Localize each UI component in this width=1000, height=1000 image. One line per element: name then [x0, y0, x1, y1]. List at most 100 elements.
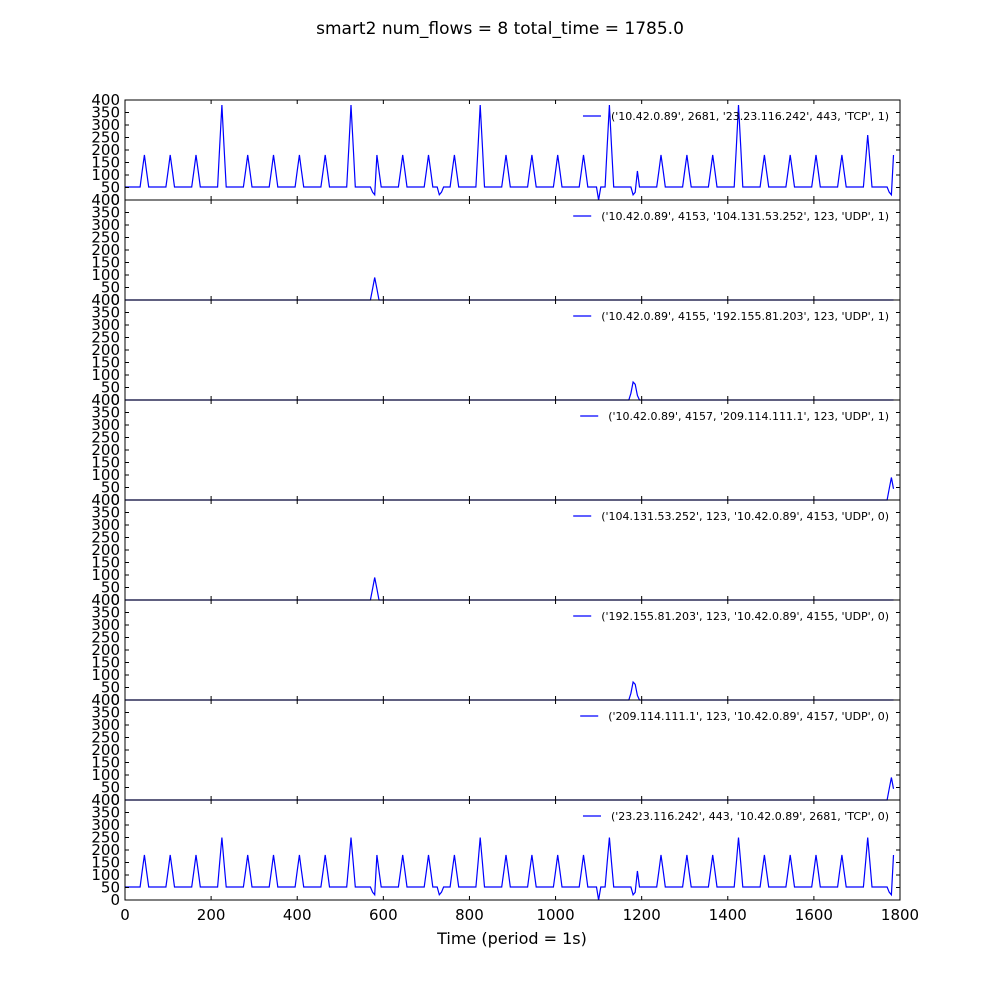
series-line [125, 380, 894, 401]
y-tick-label: 150 [91, 154, 120, 172]
y-tick-label: 200 [91, 641, 120, 659]
series-line [125, 577, 894, 601]
y-tick-label: 300 [91, 616, 120, 634]
y-tick-label: 350 [91, 404, 120, 422]
y-tick-label: 250 [91, 529, 120, 547]
y-tick-label: 100 [91, 266, 120, 284]
x-tick-label: 200 [197, 906, 226, 924]
y-tick-label: 250 [91, 229, 120, 247]
y-tick-label: 0 [110, 891, 120, 909]
y-tick-label: 250 [91, 129, 120, 147]
y-tick-label: 200 [91, 141, 120, 159]
y-tick-label: 100 [91, 866, 120, 884]
y-tick-label: 400 [91, 591, 120, 609]
y-tick-label: 50 [101, 479, 120, 497]
y-tick-label: 350 [91, 104, 120, 122]
y-tick-label: 300 [91, 716, 120, 734]
x-tick-label: 800 [455, 906, 484, 924]
x-axis-label: Time (period = 1s) [436, 929, 587, 948]
y-tick-label: 250 [91, 829, 120, 847]
x-tick-label: 600 [369, 906, 398, 924]
y-tick-label: 350 [91, 604, 120, 622]
y-tick-label: 100 [91, 466, 120, 484]
y-tick-label: 350 [91, 304, 120, 322]
y-tick-label: 50 [101, 379, 120, 397]
y-tick-label: 350 [91, 204, 120, 222]
x-tick-label: 1600 [795, 906, 833, 924]
y-tick-label: 300 [91, 816, 120, 834]
legend-label: ('23.23.116.242', 443, '10.42.0.89', 268… [611, 810, 889, 823]
y-tick-label: 0 [110, 291, 120, 309]
y-tick-label: 0 [110, 191, 120, 209]
y-tick-label: 250 [91, 729, 120, 747]
y-tick-label: 400 [91, 491, 120, 509]
legend-label: ('104.131.53.252', 123, '10.42.0.89', 41… [601, 510, 889, 523]
y-tick-label: 150 [91, 654, 120, 672]
y-tick-label: 150 [91, 754, 120, 772]
series-line [125, 477, 895, 501]
y-tick-label: 400 [91, 791, 120, 809]
y-tick-label: 50 [101, 879, 120, 897]
y-tick-label: 400 [91, 191, 120, 209]
y-tick-label: 0 [110, 491, 120, 509]
x-tick-label: 0 [120, 906, 130, 924]
y-tick-label: 300 [91, 116, 120, 134]
y-tick-label: 50 [101, 679, 120, 697]
series-line [125, 777, 895, 801]
y-tick-label: 350 [91, 704, 120, 722]
y-tick-label: 250 [91, 429, 120, 447]
x-tick-label: 1800 [881, 906, 919, 924]
y-tick-label: 100 [91, 566, 120, 584]
y-tick-label: 0 [110, 691, 120, 709]
y-tick-label: 400 [91, 391, 120, 409]
y-tick-label: 400 [91, 91, 120, 109]
legend-label: ('209.114.111.1', 123, '10.42.0.89', 415… [608, 710, 889, 723]
y-tick-label: 150 [91, 554, 120, 572]
series-line [125, 277, 894, 301]
y-tick-label: 350 [91, 504, 120, 522]
series-line [125, 104, 895, 201]
y-tick-label: 100 [91, 366, 120, 384]
y-tick-label: 200 [91, 341, 120, 359]
y-tick-label: 200 [91, 441, 120, 459]
y-tick-label: 400 [91, 291, 120, 309]
subplot-6: 050100150200250300350400('192.155.81.203… [91, 591, 901, 709]
y-tick-label: 0 [110, 391, 120, 409]
y-tick-label: 200 [91, 741, 120, 759]
subplot-8: 050100150200250300350400('23.23.116.242'… [91, 791, 901, 909]
legend-label: ('10.42.0.89', 4157, '209.114.111.1', 12… [608, 410, 889, 423]
y-tick-label: 150 [91, 254, 120, 272]
subplot-5: 050100150200250300350400('104.131.53.252… [91, 491, 901, 609]
y-tick-label: 200 [91, 841, 120, 859]
y-tick-label: 50 [101, 279, 120, 297]
y-tick-label: 200 [91, 241, 120, 259]
chart-title: smart2 num_flows = 8 total_time = 1785.0 [316, 19, 684, 39]
y-tick-label: 100 [91, 766, 120, 784]
x-tick-label: 1400 [709, 906, 747, 924]
y-tick-label: 350 [91, 804, 120, 822]
y-tick-label: 300 [91, 316, 120, 334]
y-tick-label: 250 [91, 329, 120, 347]
x-tick-label: 1200 [623, 906, 661, 924]
y-tick-label: 0 [110, 591, 120, 609]
y-tick-label: 50 [101, 779, 120, 797]
x-axis: 0 200 400 600 800 1000 1200 1400 1600 1800 [120, 906, 919, 924]
y-tick-label: 150 [91, 454, 120, 472]
y-tick-label: 300 [91, 416, 120, 434]
y-tick-label: 100 [91, 166, 120, 184]
y-tick-label: 150 [91, 854, 120, 872]
y-tick-label: 50 [101, 579, 120, 597]
y-tick-label: 50 [101, 179, 120, 197]
subplot-7: 050100150200250300350400('209.114.111.1'… [91, 691, 901, 809]
series-line [125, 837, 895, 901]
y-tick-label: 100 [91, 666, 120, 684]
legend-label: ('10.42.0.89', 4155, '192.155.81.203', 1… [601, 310, 889, 323]
y-tick-label: 400 [91, 691, 120, 709]
y-tick-label: 0 [110, 791, 120, 809]
